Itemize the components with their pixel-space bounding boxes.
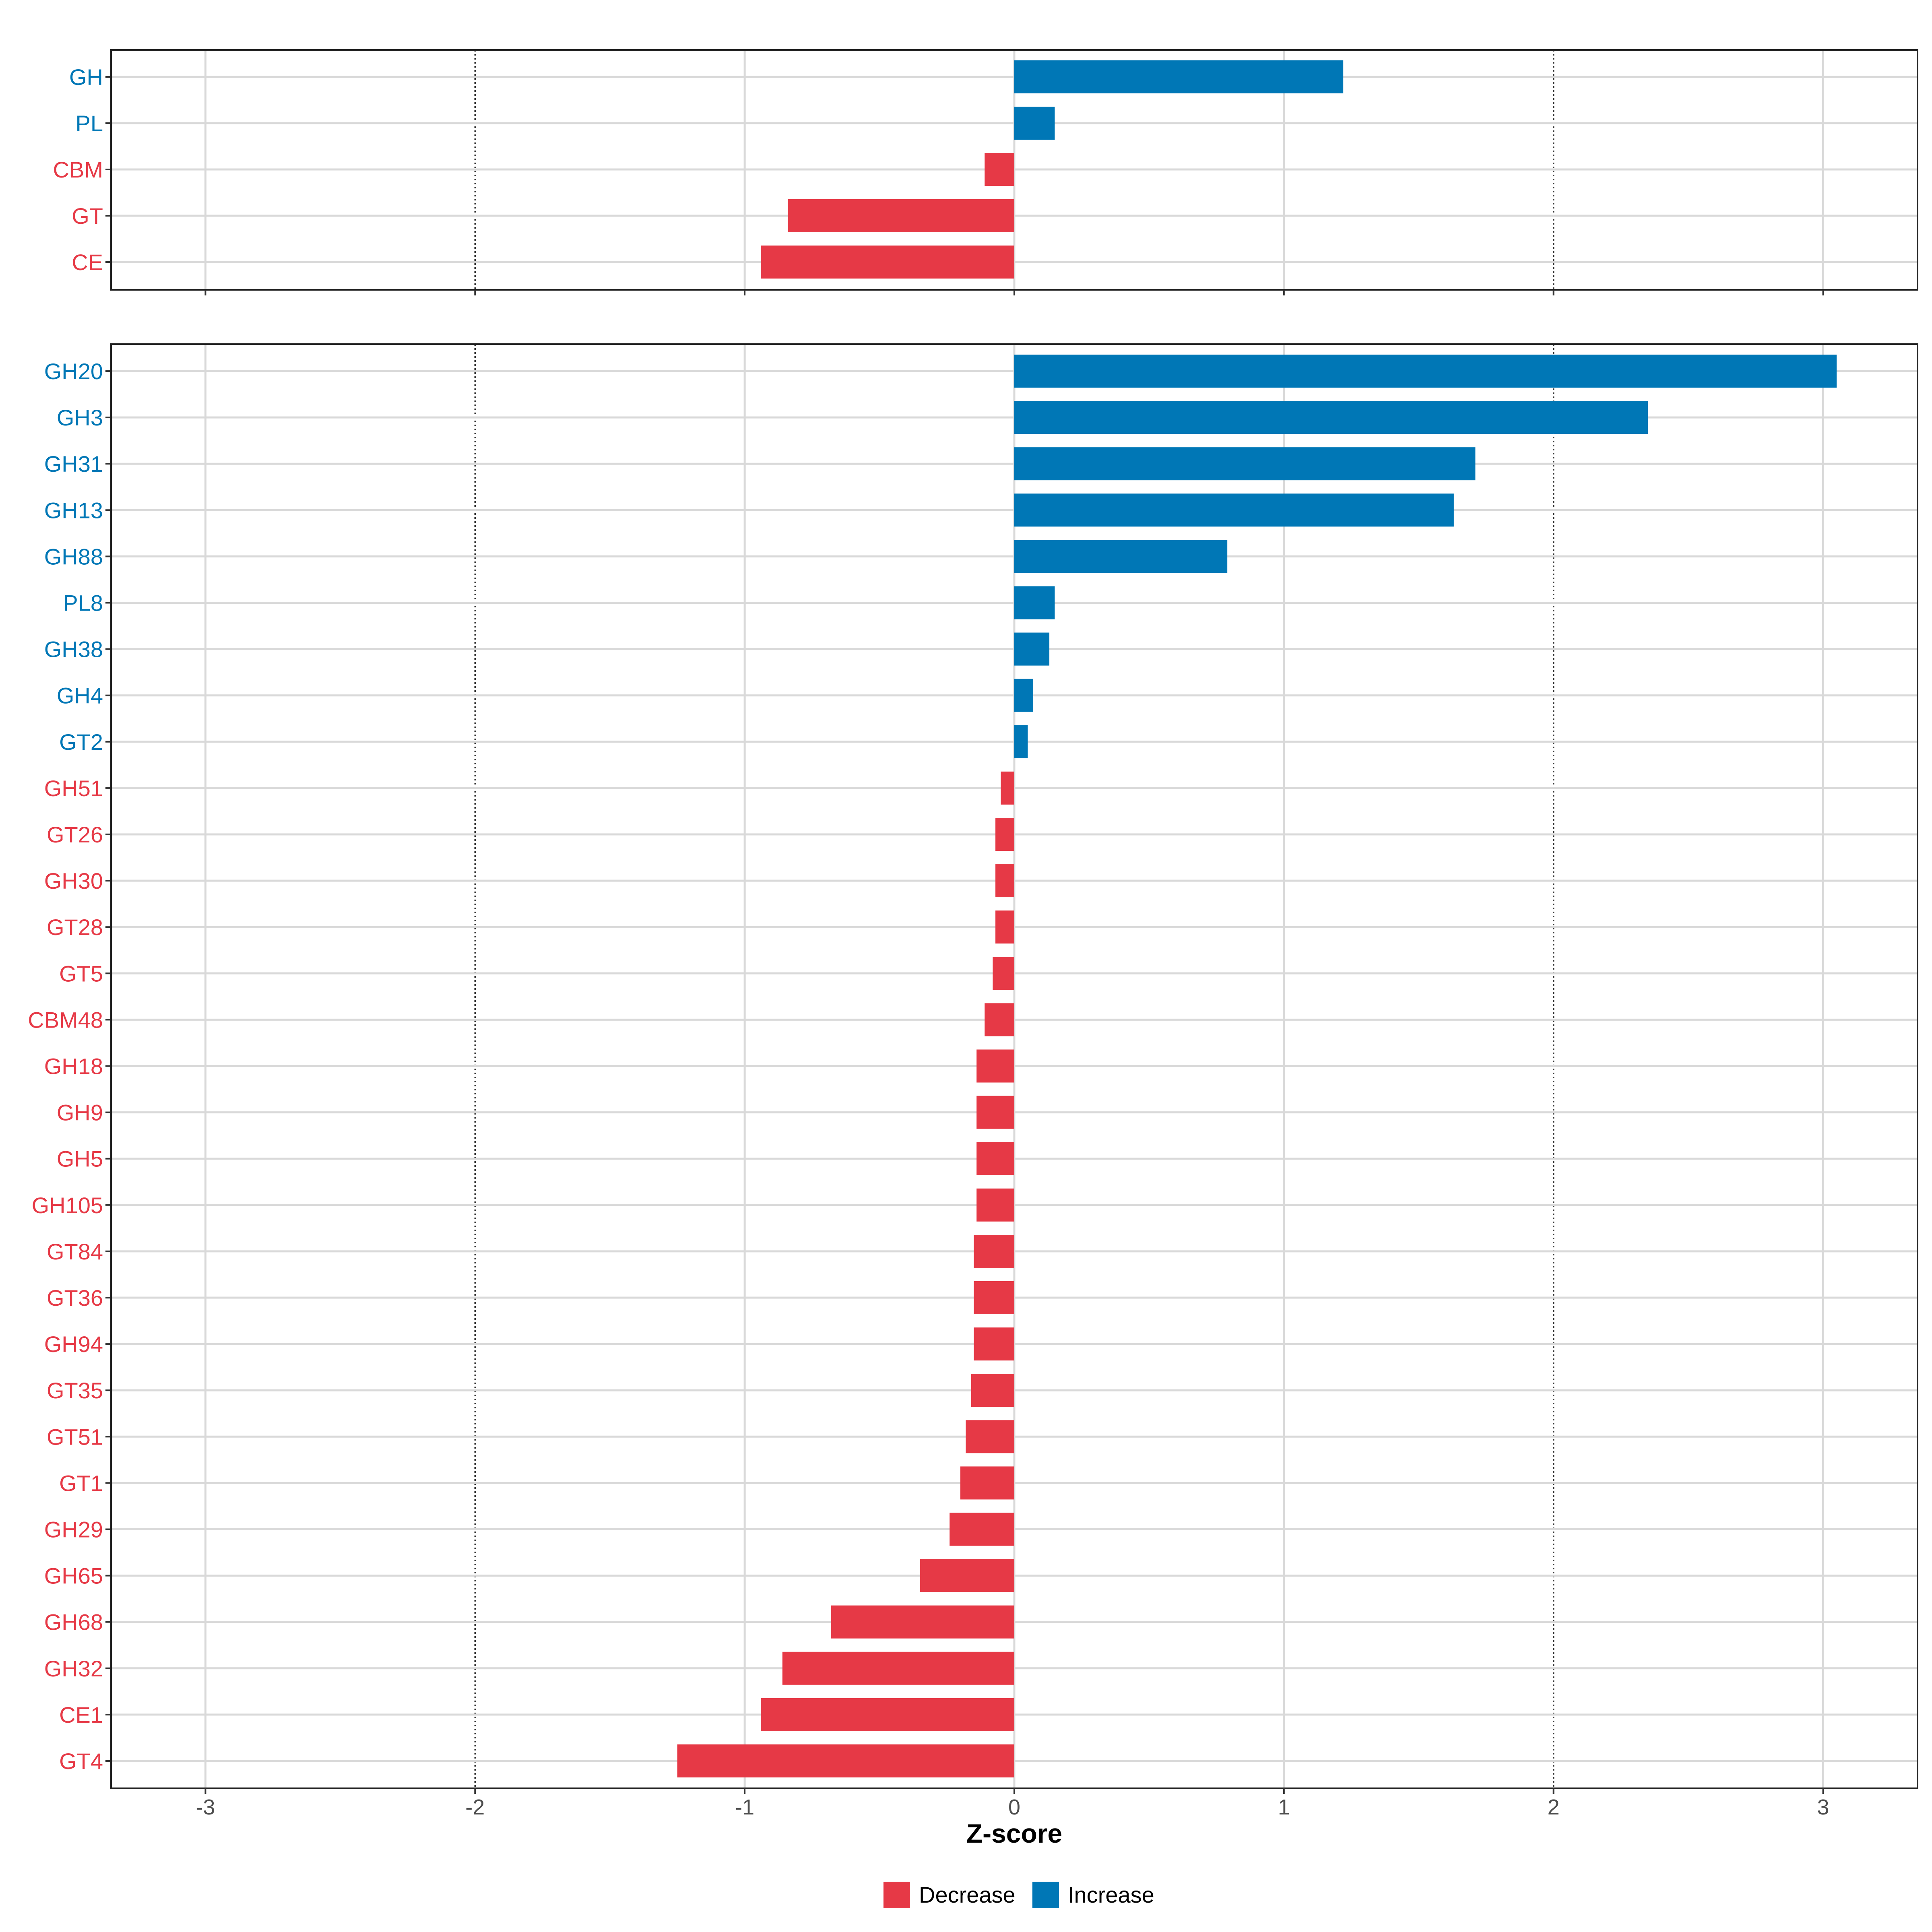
top-panel: GH PL CBM GT CE bbox=[53, 49, 1918, 295]
category-label-gh18: GH18 bbox=[44, 1054, 103, 1079]
category-label-gh9: GH9 bbox=[57, 1100, 103, 1125]
bar-gh20 bbox=[1014, 355, 1837, 388]
bar-cbm bbox=[985, 153, 1014, 186]
category-label-gh3: GH3 bbox=[57, 405, 103, 430]
bar-gh65 bbox=[920, 1559, 1014, 1592]
bottom-panel: GH20 GH3 GH31 GH13 GH88 PL8 GH38 GH4 GT2 GH51 GT26… bbox=[28, 343, 1918, 1794]
x-tick-label: -3 bbox=[196, 1795, 215, 1819]
category-label-gh32: GH32 bbox=[44, 1656, 103, 1681]
legend-label-decrease: Decrease bbox=[919, 1882, 1016, 1907]
bar-gh105 bbox=[976, 1188, 1014, 1222]
bar-gt26 bbox=[995, 818, 1014, 851]
category-label-gt28: GT28 bbox=[47, 914, 103, 940]
category-label-gt5: GT5 bbox=[59, 961, 103, 986]
category-label-gh31: GH31 bbox=[44, 451, 103, 477]
bar-pl bbox=[1014, 107, 1055, 140]
bar-gt1 bbox=[960, 1466, 1014, 1500]
category-label-cbm48: CBM48 bbox=[28, 1007, 103, 1032]
bar-gh29 bbox=[949, 1513, 1014, 1546]
category-label-gh20: GH20 bbox=[44, 359, 103, 384]
bar-gh51 bbox=[1001, 771, 1014, 805]
category-label-gh94: GH94 bbox=[44, 1331, 103, 1357]
bar-gh38 bbox=[1014, 632, 1050, 666]
category-label-ce: CE bbox=[72, 250, 103, 275]
bar-gh68 bbox=[831, 1605, 1014, 1639]
x-tick-label: 3 bbox=[1817, 1795, 1829, 1819]
bar-gh9 bbox=[976, 1096, 1014, 1129]
category-label-gt51: GT51 bbox=[47, 1424, 103, 1449]
category-label-gh105: GH105 bbox=[32, 1193, 103, 1218]
category-label-gh29: GH29 bbox=[44, 1517, 103, 1542]
category-label-pl8: PL8 bbox=[63, 590, 103, 616]
bar-gt4 bbox=[677, 1744, 1014, 1777]
bar-gh30 bbox=[995, 864, 1014, 898]
bar-gh32 bbox=[782, 1651, 1014, 1685]
legend-swatch-decrease bbox=[883, 1882, 910, 1908]
bar-gt28 bbox=[995, 910, 1014, 944]
category-label-pl: PL bbox=[76, 111, 103, 136]
x-tick-label: -1 bbox=[735, 1795, 754, 1819]
category-label-gh38: GH38 bbox=[44, 637, 103, 662]
legend: Decrease Increase bbox=[883, 1882, 1154, 1908]
bar-gh13 bbox=[1014, 493, 1454, 527]
bar-gt36 bbox=[974, 1281, 1014, 1314]
category-label-gh88: GH88 bbox=[44, 544, 103, 569]
category-label-gh30: GH30 bbox=[44, 868, 103, 894]
bar-gt51 bbox=[966, 1420, 1014, 1453]
bar-gh18 bbox=[976, 1049, 1014, 1083]
category-label-gt84: GT84 bbox=[47, 1239, 103, 1264]
bar-gh94 bbox=[974, 1327, 1014, 1361]
bar-gh88 bbox=[1014, 540, 1228, 573]
x-axis-title: Z-score bbox=[966, 1818, 1062, 1848]
category-label-gh51: GH51 bbox=[44, 776, 103, 801]
category-label-cbm: CBM bbox=[53, 157, 103, 182]
category-label-gt4: GT4 bbox=[59, 1748, 103, 1774]
x-tick-label: 0 bbox=[1008, 1795, 1020, 1819]
bar-gt bbox=[788, 199, 1014, 232]
category-label-gt35: GT35 bbox=[47, 1378, 103, 1403]
category-label-ce1: CE1 bbox=[59, 1702, 103, 1728]
category-label-gh68: GH68 bbox=[44, 1610, 103, 1635]
bar-gh5 bbox=[976, 1142, 1014, 1175]
category-label-gh5: GH5 bbox=[57, 1146, 103, 1172]
bar-gh4 bbox=[1014, 679, 1033, 712]
category-label-gt36: GT36 bbox=[47, 1285, 103, 1311]
x-tick-label: -2 bbox=[465, 1795, 485, 1819]
bar-ce bbox=[761, 246, 1014, 279]
bar-gt2 bbox=[1014, 725, 1028, 758]
category-label-gt2: GT2 bbox=[59, 729, 103, 755]
category-label-gh4: GH4 bbox=[57, 683, 103, 708]
category-label-gt26: GT26 bbox=[47, 822, 103, 847]
bar-gh3 bbox=[1014, 401, 1648, 434]
category-label-gt: GT bbox=[72, 203, 103, 229]
bar-gt84 bbox=[974, 1234, 1014, 1268]
category-label-gt1: GT1 bbox=[59, 1470, 103, 1496]
legend-swatch-increase bbox=[1032, 1882, 1059, 1908]
bar-gt5 bbox=[993, 957, 1014, 990]
bar-pl8 bbox=[1014, 586, 1055, 619]
category-label-gh13: GH13 bbox=[44, 497, 103, 523]
bar-ce1 bbox=[761, 1698, 1014, 1731]
x-tick-label: 2 bbox=[1548, 1795, 1560, 1819]
x-tick-label: 1 bbox=[1278, 1795, 1290, 1819]
bar-cbm48 bbox=[985, 1003, 1014, 1036]
category-label-gh65: GH65 bbox=[44, 1563, 103, 1589]
x-axis: -3 -2 -1 0 1 2 3 bbox=[196, 1795, 1829, 1819]
bar-gh31 bbox=[1014, 447, 1476, 481]
category-label-gh: GH bbox=[69, 64, 103, 90]
bar-gt35 bbox=[971, 1374, 1014, 1407]
legend-label-increase: Increase bbox=[1068, 1882, 1154, 1907]
bar-gh bbox=[1014, 60, 1344, 93]
